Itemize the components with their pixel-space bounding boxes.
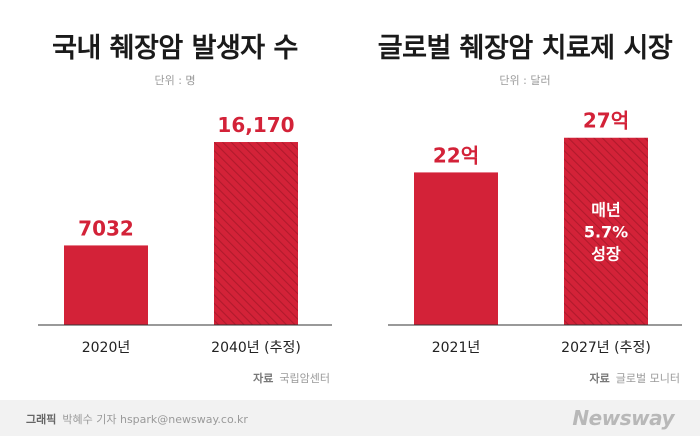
bar-0 <box>414 172 498 325</box>
bar-annotation-line: 매년 <box>591 200 620 219</box>
source-text: 글로벌 모니터 <box>615 372 680 385</box>
chart-panel-patients: 국내 췌장암 발생자 수 단위 : 명 7032 2020년 16,170 2040년… <box>0 0 350 400</box>
category-label: 2040년 (추정) <box>211 340 301 356</box>
graphic-credit: 그래픽 박혜수 기자 hspark@newsway.co.kr <box>26 411 248 427</box>
chart-source: 자료 국립암센터 <box>253 370 330 386</box>
bar-value-label: 7032 <box>78 216 134 240</box>
footer-bar: 그래픽 박혜수 기자 hspark@newsway.co.kr Newsway <box>0 400 700 436</box>
category-label: 2020년 <box>82 340 131 356</box>
bar-chart-patients: 7032 2020년 16,170 2040년 (추정) <box>38 113 332 356</box>
bar-chart-market: 22억 2021년 27억 2027년 (추정) 매년 5.7% 성장 <box>388 109 682 356</box>
credit-text: 박혜수 기자 hspark@newsway.co.kr <box>62 413 248 426</box>
bar-1 <box>214 142 298 325</box>
chart-unit: 단위 : 명 <box>154 74 196 87</box>
brand-logo: Newsway <box>572 406 674 430</box>
bar-value-label: 22억 <box>433 143 479 167</box>
chart-title: 국내 췌장암 발생자 수 <box>52 33 298 64</box>
bar-annotation-line: 성장 <box>591 244 621 263</box>
bar-annotation-line: 5.7% <box>584 222 628 241</box>
chart-title: 글로벌 췌장암 치료제 시장 <box>377 33 673 64</box>
credit-label: 그래픽 <box>26 413 57 426</box>
bar-value-label: 16,170 <box>217 113 294 137</box>
category-label: 2021년 <box>432 340 481 356</box>
bar-0 <box>64 245 148 325</box>
source-text: 국립암센터 <box>279 372 330 385</box>
source-label: 자료 <box>589 372 610 385</box>
category-label: 2027년 (추정) <box>561 340 651 356</box>
source-label: 자료 <box>253 372 274 385</box>
chart-unit: 단위 : 달러 <box>499 74 551 87</box>
bar-value-label: 27억 <box>583 109 629 133</box>
chart-panel-market: 글로벌 췌장암 치료제 시장 단위 : 달러 22억 2021년 27억 2027년 … <box>350 0 700 400</box>
chart-source: 자료 글로벌 모니터 <box>590 370 680 386</box>
bar-1 <box>564 137 648 325</box>
